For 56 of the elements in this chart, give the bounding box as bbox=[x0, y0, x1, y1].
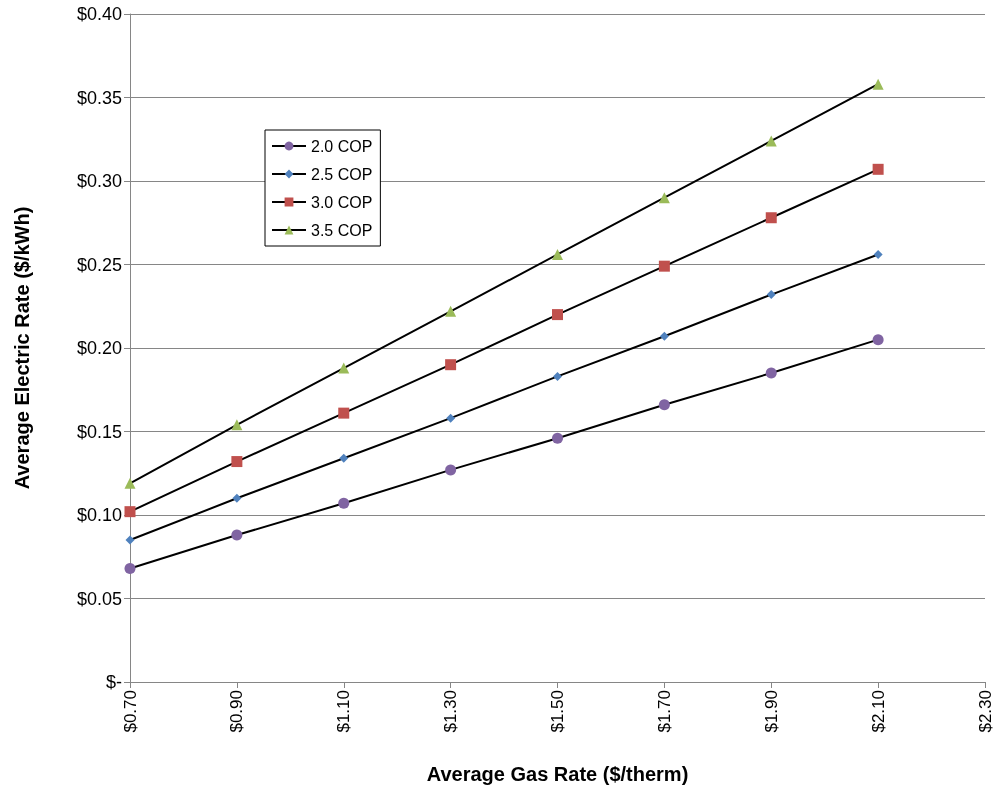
point bbox=[231, 529, 243, 541]
point bbox=[338, 497, 350, 509]
point bbox=[765, 212, 777, 224]
point bbox=[339, 453, 349, 463]
point bbox=[552, 309, 563, 321]
point bbox=[658, 399, 670, 411]
point bbox=[338, 407, 350, 419]
point bbox=[658, 192, 670, 204]
y-tick-label: $0.30 bbox=[76, 171, 122, 191]
y-tick-label: $0.05 bbox=[76, 588, 122, 609]
y-tick-label: $0.10 bbox=[76, 505, 122, 525]
legend-label: 3.0 COP bbox=[311, 193, 373, 211]
point bbox=[445, 464, 457, 476]
x-tick-label: $1.30 bbox=[441, 690, 461, 733]
point bbox=[445, 359, 457, 371]
y-tick-label: $0.15 bbox=[76, 421, 122, 442]
point bbox=[552, 248, 563, 260]
x-tick-label: $0.70 bbox=[120, 690, 140, 733]
x-tick-label: $1.10 bbox=[334, 690, 354, 733]
point bbox=[124, 506, 136, 518]
point bbox=[231, 419, 243, 431]
y-tick-label: $0.25 bbox=[76, 254, 122, 275]
point bbox=[873, 249, 883, 259]
y-tick-label: $- bbox=[105, 672, 122, 692]
legend-label: 3.5 COP bbox=[311, 221, 373, 239]
point bbox=[124, 562, 136, 574]
point bbox=[658, 260, 670, 272]
point bbox=[766, 290, 776, 300]
y-tick-label: $0.20 bbox=[76, 338, 122, 358]
point bbox=[125, 535, 135, 545]
legend-label: 2.0 COP bbox=[311, 137, 373, 155]
y-tick-label: $0.40 bbox=[76, 4, 122, 24]
point bbox=[872, 334, 884, 346]
point bbox=[445, 305, 457, 317]
x-axis-title: Average Gas Rate ($/therm) bbox=[426, 763, 689, 785]
point bbox=[338, 362, 350, 374]
x-tick-label: $0.90 bbox=[227, 690, 247, 733]
point bbox=[872, 78, 884, 90]
x-tick-label: $2.30 bbox=[975, 690, 995, 733]
x-tick-label: $1.90 bbox=[761, 690, 781, 733]
point bbox=[765, 135, 777, 147]
point bbox=[446, 413, 456, 423]
x-tick-label: $1.50 bbox=[548, 690, 567, 733]
point bbox=[124, 477, 136, 489]
point bbox=[231, 456, 243, 468]
x-tick-label: $1.70 bbox=[654, 690, 674, 733]
point bbox=[232, 493, 242, 503]
point bbox=[659, 331, 669, 341]
point bbox=[553, 371, 562, 381]
y-tick-label: $0.35 bbox=[76, 87, 122, 108]
x-tick-label: $2.10 bbox=[868, 690, 888, 733]
point bbox=[872, 163, 884, 175]
legend-label: 2.5 COP bbox=[311, 165, 373, 183]
point bbox=[552, 432, 563, 444]
y-axis-title: Average Electric Rate ($/kWh) bbox=[11, 206, 33, 490]
point bbox=[765, 367, 777, 379]
